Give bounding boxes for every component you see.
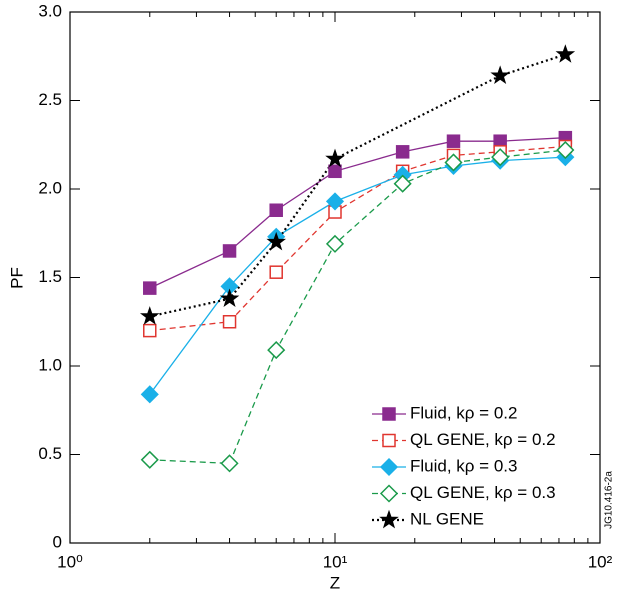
y-axis-label: PF	[7, 267, 26, 289]
y-tick-label: 0.5	[38, 444, 62, 463]
y-tick-label: 1.5	[38, 267, 62, 286]
marker	[269, 203, 283, 217]
marker	[267, 341, 286, 360]
series-line	[149, 53, 566, 318]
marker	[143, 323, 157, 338]
y-tick-label: 3.0	[38, 1, 62, 20]
x-tick-label: 10¹	[323, 552, 348, 571]
marker	[222, 315, 237, 329]
marker	[140, 385, 159, 404]
marker	[325, 192, 345, 211]
marker	[140, 450, 159, 469]
legend-label: Fluid, kρ = 0.3	[410, 456, 517, 475]
marker	[556, 140, 575, 160]
marker	[222, 244, 237, 258]
series-line	[149, 145, 566, 332]
marker	[220, 454, 239, 473]
x-tick-label: 10⁰	[57, 552, 83, 571]
marker	[266, 231, 286, 251]
marker	[446, 134, 461, 148]
y-tick-label: 2.0	[38, 178, 62, 197]
marker	[555, 44, 576, 63]
marker	[328, 164, 342, 179]
y-tick-label: 1.0	[38, 355, 62, 374]
marker	[139, 306, 160, 325]
marker	[325, 234, 345, 253]
marker	[143, 281, 157, 295]
legend-marker	[379, 457, 399, 477]
legend-marker	[382, 407, 396, 421]
legend-label: QL GENE, kρ = 0.2	[410, 430, 556, 449]
marker	[444, 153, 463, 172]
legend-label: QL GENE, kρ = 0.3	[410, 483, 556, 502]
series-line	[149, 137, 566, 289]
marker	[490, 65, 510, 85]
legend-marker	[382, 433, 396, 448]
marker	[491, 148, 510, 167]
series-line	[149, 149, 566, 465]
marker	[269, 265, 283, 279]
y-tick-label: 2.5	[38, 90, 62, 109]
legend-label: NL GENE	[410, 509, 484, 528]
marker	[393, 174, 412, 193]
legend-marker	[379, 484, 399, 503]
series-line	[149, 156, 566, 395]
legend-marker	[379, 509, 399, 529]
figure-id: JG10.416-2a	[604, 471, 615, 529]
marker	[219, 288, 240, 308]
marker	[395, 145, 410, 159]
y-tick-label: 0	[53, 532, 62, 551]
marker	[325, 148, 345, 168]
x-axis-label: Z	[330, 573, 340, 592]
legend-label: Fluid, kρ = 0.2	[410, 403, 517, 422]
x-tick-label: 10²	[588, 552, 613, 571]
